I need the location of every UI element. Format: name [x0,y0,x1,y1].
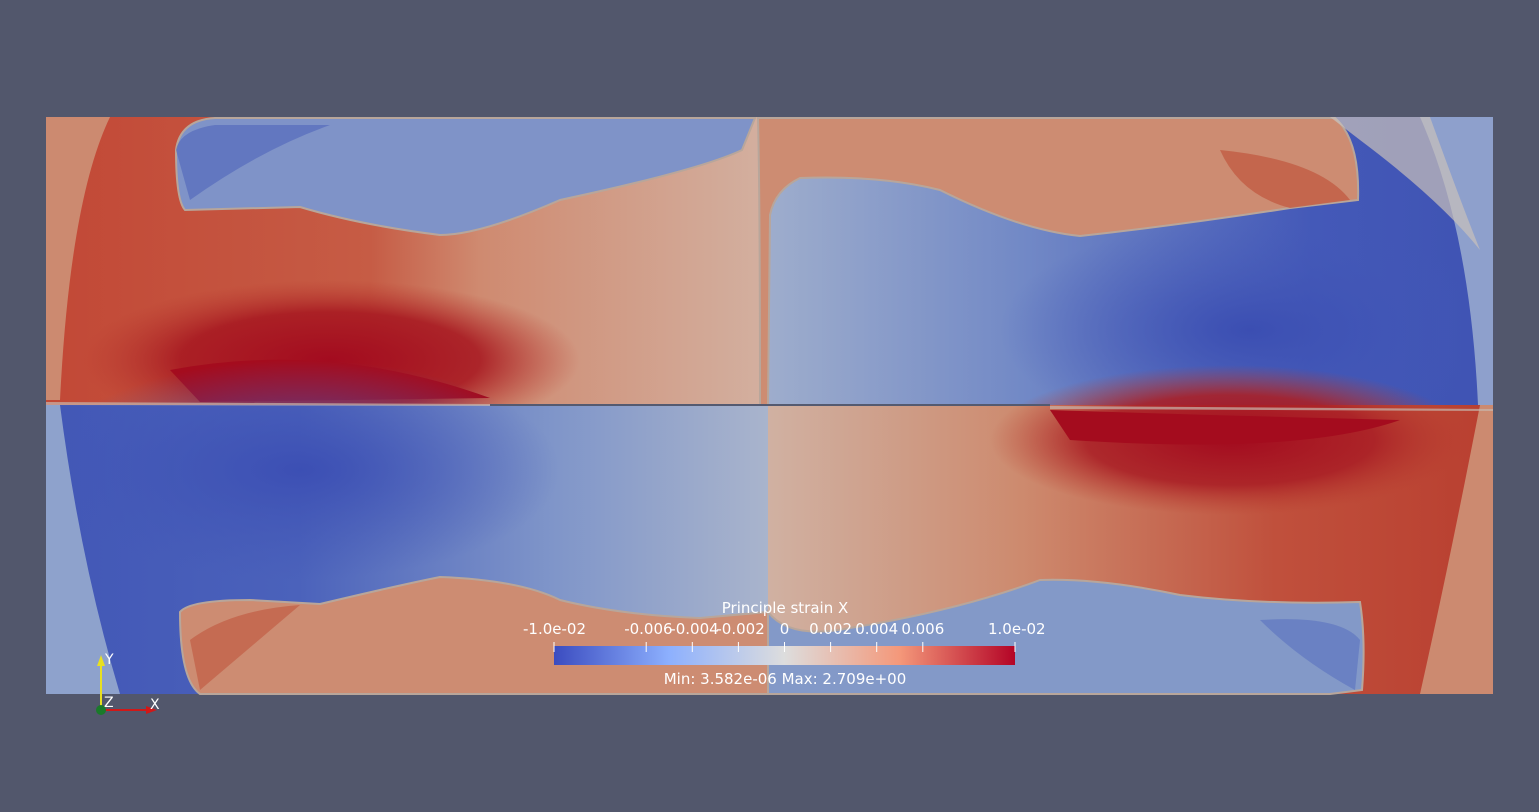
y-axis-label: Y [105,653,114,667]
z-axis-label: Z [104,696,114,710]
x-axis-label: X [150,698,160,712]
